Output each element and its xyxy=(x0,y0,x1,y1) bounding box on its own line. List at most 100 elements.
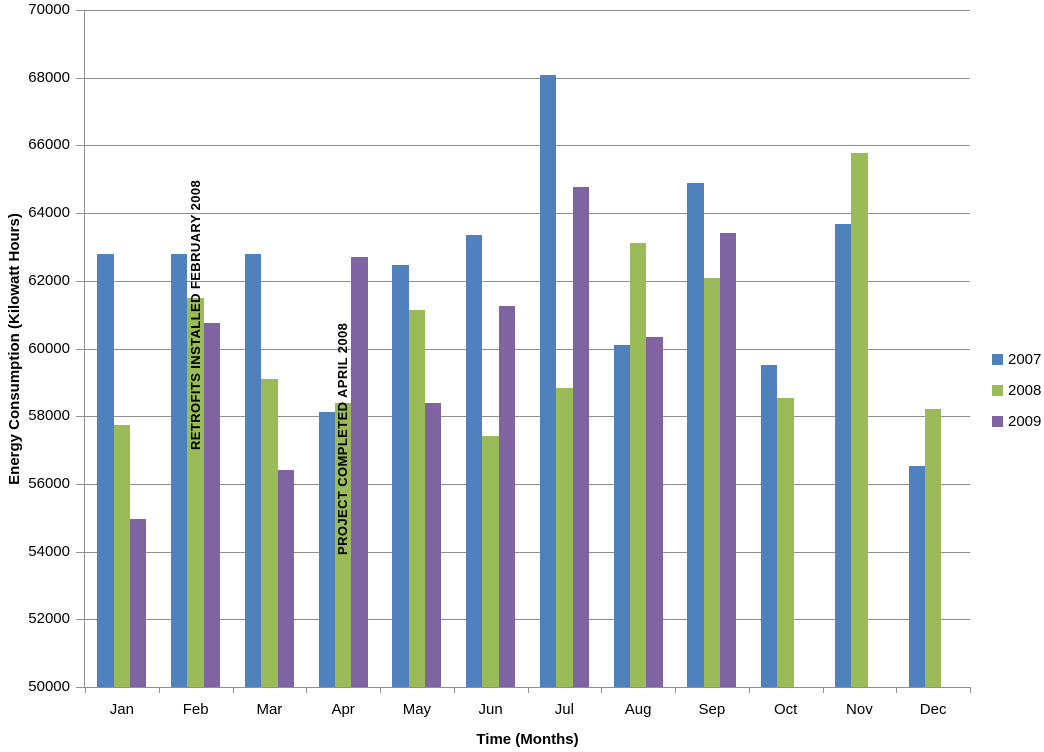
y-tick-label-60000: 60000 xyxy=(28,339,70,357)
y-tick-mark xyxy=(76,483,85,485)
y-tick-mark xyxy=(76,687,85,688)
bar-2007-sep xyxy=(687,183,704,687)
gridline-54000 xyxy=(85,551,970,553)
gridline-52000 xyxy=(85,619,970,621)
x-tick-mark xyxy=(748,687,750,693)
legend-label-2008: 2008 xyxy=(1008,382,1042,399)
gridline-66000 xyxy=(85,145,970,147)
x-tick-label-aug: Aug xyxy=(624,701,652,718)
x-tick-mark xyxy=(527,687,529,693)
bar-2009-jun xyxy=(498,305,516,687)
x-tick-label-feb: Feb xyxy=(182,701,209,718)
x-tick-mark xyxy=(601,687,603,693)
bar-2008-mar xyxy=(261,379,278,687)
gridline-62000 xyxy=(85,280,970,282)
y-tick-label-64000: 64000 xyxy=(28,204,70,222)
x-tick-mark xyxy=(380,687,381,693)
x-tick-label-nov: Nov xyxy=(846,701,873,718)
x-tick-mark xyxy=(85,687,86,693)
bar-2009-apr xyxy=(351,256,368,687)
bar-2009-jan xyxy=(130,519,147,687)
x-tick-mark xyxy=(306,687,308,693)
bar-2007-feb xyxy=(171,253,188,687)
y-tick-label-66000: 66000 xyxy=(28,136,70,154)
y-tick-label-56000: 56000 xyxy=(28,474,70,492)
x-tick-mark xyxy=(675,687,676,693)
y-tick-label-52000: 52000 xyxy=(28,610,70,628)
x-tick-mark xyxy=(896,687,898,693)
bar-2009-sep xyxy=(720,232,737,687)
bar-2009-aug xyxy=(646,337,663,687)
bar-2008-sep xyxy=(703,278,721,687)
y-tick-mark xyxy=(76,551,85,553)
x-tick-label-jun: Jun xyxy=(478,701,503,718)
bar-2007-may xyxy=(392,264,409,687)
x-tick-mark xyxy=(232,687,234,693)
y-axis-line xyxy=(84,10,85,687)
bar-2008-aug xyxy=(629,242,647,687)
x-tick-label-jan: Jan xyxy=(109,701,134,718)
y-tick-mark xyxy=(76,348,85,350)
bar-2008-may xyxy=(408,309,426,687)
bar-2008-feb xyxy=(187,298,204,687)
y-tick-mark xyxy=(76,10,85,11)
bar-2008-nov xyxy=(851,153,868,687)
bar-2009-feb xyxy=(203,322,221,687)
bar-2008-jan xyxy=(113,425,131,687)
legend-swatch-2009 xyxy=(992,416,1003,427)
y-tick-label-62000: 62000 xyxy=(28,271,70,289)
bar-2007-dec xyxy=(908,465,925,687)
x-tick-label-dec: Dec xyxy=(919,701,947,718)
legend-label-2007: 2007 xyxy=(1008,351,1042,368)
bar-2008-jul xyxy=(556,388,573,687)
legend-item-2007: 2007 xyxy=(992,344,1041,375)
x-tick-mark xyxy=(822,687,824,693)
bar-2009-mar xyxy=(277,470,294,687)
legend-item-2009: 2009 xyxy=(992,406,1041,437)
legend-label-2009: 2009 xyxy=(1008,413,1042,430)
x-tick-label-sep: Sep xyxy=(698,701,726,718)
gridline-64000 xyxy=(85,213,970,215)
bar-2007-oct xyxy=(761,365,778,687)
bar-2007-jun xyxy=(466,235,483,687)
x-tick-label-apr: Apr xyxy=(331,701,355,718)
bar-2008-dec xyxy=(924,409,942,687)
y-tick-mark xyxy=(76,619,85,621)
bar-2007-nov xyxy=(834,224,852,687)
gridline-70000 xyxy=(85,10,970,11)
y-tick-label-58000: 58000 xyxy=(28,407,70,425)
y-tick-label-50000: 50000 xyxy=(28,678,70,695)
y-tick-mark xyxy=(76,213,85,215)
bar-2008-jun xyxy=(482,435,499,687)
x-tick-label-mar: Mar xyxy=(256,701,283,718)
annotation-2: PROJECT COMPLETED APRIL 2008 xyxy=(335,322,351,555)
y-tick-label-54000: 54000 xyxy=(28,542,70,560)
y-axis-title: Energy Consumption (Kilowatt Hours) xyxy=(6,213,23,485)
x-tick-mark xyxy=(970,687,971,693)
gridline-68000 xyxy=(85,77,970,79)
legend-swatch-2008 xyxy=(992,385,1003,396)
bar-2007-jan xyxy=(97,253,114,687)
x-tick-label-may: May xyxy=(402,701,432,718)
bar-2007-jul xyxy=(539,74,557,687)
legend: 2007 2008 2009 xyxy=(992,344,1041,437)
bar-2007-apr xyxy=(318,411,335,687)
y-tick-mark xyxy=(76,280,85,282)
bar-2007-mar xyxy=(244,253,262,687)
x-tick-mark xyxy=(453,687,455,693)
y-tick-label-70000: 70000 xyxy=(28,1,70,18)
y-tick-mark xyxy=(76,416,85,418)
y-tick-mark xyxy=(76,145,85,147)
gridline-58000 xyxy=(85,416,970,418)
bar-2007-aug xyxy=(613,345,630,687)
gridline-60000 xyxy=(85,348,970,350)
bar-2008-apr xyxy=(334,402,352,687)
y-tick-label-68000: 68000 xyxy=(28,68,70,86)
bar-2009-may xyxy=(425,403,442,687)
x-tick-label-jul: Jul xyxy=(554,701,574,718)
annotation-1: RETROFITS INSTALLED FEBRUARY 2008 xyxy=(187,180,203,451)
gridline-56000 xyxy=(85,483,970,485)
legend-item-2008: 2008 xyxy=(992,375,1041,406)
y-tick-mark xyxy=(76,77,85,79)
